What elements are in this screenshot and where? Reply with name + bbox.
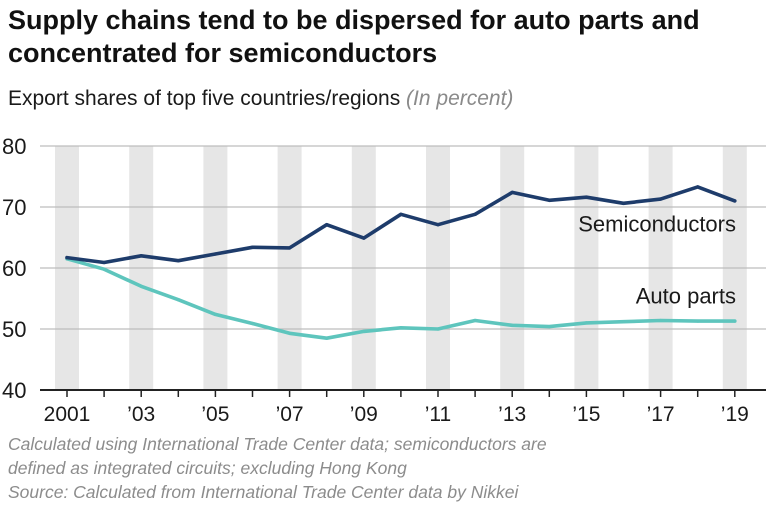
point-semiconductors-2005 <box>213 252 217 256</box>
point-auto-parts-2011 <box>436 327 440 331</box>
point-auto-parts-2016 <box>621 320 626 324</box>
point-semiconductors-2016 <box>621 201 626 205</box>
source-line: Source: Calculated from International Tr… <box>8 482 519 502</box>
x-axis: 2001 ’03 ’05 ’07 ’09 ’11 ’13 ’15 ’17 ’19 <box>40 389 766 426</box>
point-auto-parts-2012 <box>473 318 477 323</box>
x-tick-label-2013: ’13 <box>498 403 526 426</box>
point-auto-parts-2008 <box>325 336 329 340</box>
point-auto-parts-2009 <box>362 329 366 334</box>
y-axis-tick-labels: 40 50 60 70 80 <box>2 134 26 403</box>
point-auto-parts-2007 <box>288 331 292 335</box>
point-semiconductors-2011 <box>436 223 440 227</box>
point-auto-parts-2005 <box>213 312 217 316</box>
series-lines <box>65 185 737 340</box>
chart-title: Supply chains tend to be dispersed for a… <box>8 5 700 68</box>
chart-subtitle: Export shares of top five countries/regi… <box>8 86 513 112</box>
point-semiconductors-2008 <box>325 223 329 227</box>
x-tick-label-2003: ’03 <box>127 403 155 426</box>
note-line-1: Calculated using International Trade Cen… <box>8 434 547 454</box>
point-semiconductors-2015 <box>584 195 589 199</box>
unit-note: (In percent) <box>406 87 514 110</box>
point-semiconductors-2019 <box>733 199 737 203</box>
series-label-auto-parts: Auto parts <box>636 283 736 308</box>
line-chart: 40 50 60 70 80 2001 ’03 ’05 ’07 ’09 ’11 ’13 ’15 ’17 ’… <box>2 134 766 426</box>
x-tick-label-2015: ’15 <box>572 403 600 426</box>
y-tick-label-50: 50 <box>2 317 26 342</box>
x-tick-label-2005: ’05 <box>201 403 229 426</box>
point-auto-parts-2019 <box>733 319 737 323</box>
point-semiconductors-2007 <box>288 246 292 250</box>
point-semiconductors-2003 <box>139 254 143 258</box>
point-semiconductors-2001 <box>65 256 69 260</box>
x-tick-label-2009: ’09 <box>350 403 378 426</box>
x-tick-label-2019: ’19 <box>721 403 749 426</box>
point-auto-parts-2017 <box>659 318 663 323</box>
note-line-2: defined as integrated circuits; excludin… <box>8 458 407 478</box>
x-tick-label-2001: 2001 <box>44 403 91 426</box>
x-tick-label-2017: ’17 <box>647 403 675 426</box>
y-tick-label-80: 80 <box>2 134 26 159</box>
x-tick-label-2011: ’11 <box>425 403 451 426</box>
x-tick-label-2007: ’07 <box>276 403 304 426</box>
subtitle-text: Export shares of top five countries/regi… <box>8 87 401 110</box>
point-auto-parts-2018 <box>696 319 700 323</box>
point-auto-parts-2014 <box>547 324 551 329</box>
point-semiconductors-2014 <box>547 198 551 202</box>
point-semiconductors-2004 <box>176 259 180 263</box>
series-labels: Semiconductors Auto parts <box>578 211 736 308</box>
footnotes: Calculated using International Trade Cen… <box>8 432 766 504</box>
y-tick-label-70: 70 <box>2 195 26 220</box>
point-auto-parts-2003 <box>139 284 143 288</box>
point-semiconductors-2012 <box>473 212 477 216</box>
series-label-semiconductors: Semiconductors <box>578 211 736 236</box>
point-semiconductors-2013 <box>510 190 514 194</box>
point-auto-parts-2006 <box>250 321 255 326</box>
point-auto-parts-2010 <box>399 326 403 330</box>
point-auto-parts-2004 <box>176 298 180 302</box>
y-tick-label-60: 60 <box>2 256 26 281</box>
point-semiconductors-2018 <box>696 185 700 189</box>
point-auto-parts-2013 <box>510 323 514 327</box>
point-semiconductors-2009 <box>362 236 366 240</box>
point-semiconductors-2010 <box>399 212 403 216</box>
point-semiconductors-2017 <box>659 197 663 201</box>
point-semiconductors-2006 <box>250 245 255 249</box>
point-semiconductors-2002 <box>102 260 106 265</box>
point-auto-parts-2015 <box>584 321 589 325</box>
point-auto-parts-2002 <box>102 267 106 271</box>
y-tick-label-40: 40 <box>2 378 26 403</box>
